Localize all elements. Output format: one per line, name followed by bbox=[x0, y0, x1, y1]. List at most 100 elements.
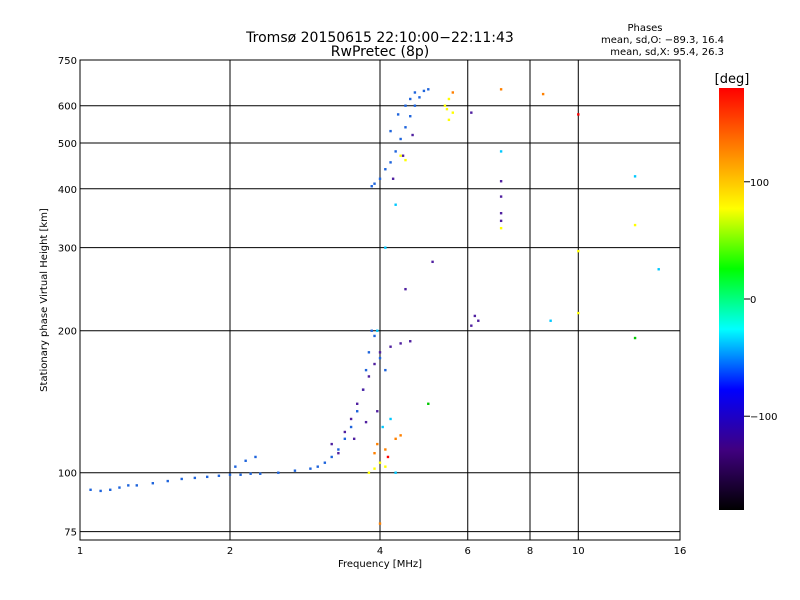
data-point bbox=[633, 223, 637, 227]
data-point bbox=[330, 455, 333, 459]
data-point bbox=[293, 469, 297, 472]
x-tick-label: 6 bbox=[465, 546, 471, 557]
data-point bbox=[633, 175, 637, 178]
data-point bbox=[373, 467, 376, 470]
phases-stats-o: mean, sd,O: −89.3, 16.4 bbox=[601, 35, 724, 46]
data-point bbox=[499, 195, 503, 198]
x-axis-label: Frequency [MHz] bbox=[338, 559, 422, 570]
colorbar bbox=[719, 88, 744, 510]
x-tick-label: 4 bbox=[377, 546, 383, 557]
data-point bbox=[549, 319, 552, 322]
data-point bbox=[451, 91, 455, 94]
data-point bbox=[370, 185, 373, 188]
data-point bbox=[277, 471, 280, 474]
data-point bbox=[409, 115, 412, 118]
data-point bbox=[427, 402, 430, 405]
y-tick-label: 600 bbox=[58, 102, 77, 113]
colorbar-tick-label: 0 bbox=[750, 295, 756, 306]
data-point bbox=[399, 137, 402, 141]
data-point bbox=[473, 314, 477, 318]
colorbar-label: [deg] bbox=[715, 72, 750, 87]
data-point bbox=[451, 111, 455, 114]
data-point bbox=[337, 451, 340, 455]
y-tick-label: 75 bbox=[64, 528, 77, 539]
data-point bbox=[254, 455, 257, 459]
data-point bbox=[234, 465, 237, 468]
data-point bbox=[352, 437, 356, 441]
data-point bbox=[373, 362, 376, 366]
data-point bbox=[470, 111, 473, 114]
data-point bbox=[499, 88, 503, 91]
data-point bbox=[316, 465, 319, 468]
data-point bbox=[180, 477, 183, 481]
data-point bbox=[413, 91, 417, 94]
y-tick-label: 400 bbox=[58, 185, 77, 196]
data-point bbox=[422, 89, 426, 93]
data-point bbox=[404, 104, 407, 107]
data-point bbox=[399, 342, 402, 345]
data-point bbox=[376, 329, 379, 332]
data-point bbox=[373, 451, 376, 455]
data-point bbox=[394, 437, 397, 441]
data-point bbox=[364, 420, 368, 424]
data-point bbox=[376, 442, 379, 446]
data-point bbox=[355, 410, 359, 413]
data-point bbox=[413, 104, 417, 107]
data-point bbox=[443, 104, 447, 107]
data-point bbox=[378, 356, 382, 360]
data-point bbox=[355, 402, 359, 405]
data-point bbox=[401, 154, 405, 157]
data-point bbox=[349, 425, 353, 429]
data-point bbox=[367, 375, 371, 378]
x-tick-label: 2 bbox=[227, 546, 233, 557]
data-point bbox=[499, 219, 503, 223]
data-point bbox=[633, 336, 637, 340]
data-point bbox=[367, 351, 371, 354]
data-point bbox=[389, 129, 392, 133]
data-point bbox=[151, 482, 155, 485]
data-point bbox=[109, 488, 112, 491]
colorbar-tick-label: −100 bbox=[750, 412, 777, 423]
data-point bbox=[373, 334, 376, 338]
y-tick-label: 100 bbox=[58, 469, 77, 480]
x-axis-ticks: 1 2 4 6 8 10 16 bbox=[77, 546, 687, 557]
data-point bbox=[228, 473, 232, 476]
data-point bbox=[386, 455, 390, 459]
data-point bbox=[364, 368, 368, 372]
data-point bbox=[378, 177, 382, 180]
data-point bbox=[409, 97, 412, 101]
data-point bbox=[384, 448, 387, 451]
data-point bbox=[127, 484, 130, 487]
y-axis-ticks: 75 100 200 300 400 500 600 750 bbox=[58, 56, 77, 539]
data-point bbox=[249, 472, 252, 475]
grid-lines bbox=[80, 59, 680, 540]
data-point bbox=[384, 246, 387, 249]
chart-subtitle: RwPretec (8p) bbox=[331, 44, 429, 60]
data-point bbox=[499, 180, 503, 183]
data-point bbox=[89, 488, 92, 491]
y-tick-label: 200 bbox=[58, 327, 77, 338]
x-tick-label: 8 bbox=[527, 546, 533, 557]
data-point bbox=[389, 417, 392, 421]
data-point bbox=[418, 96, 421, 99]
data-point bbox=[373, 182, 376, 185]
data-point bbox=[404, 126, 407, 129]
data-point bbox=[541, 92, 545, 96]
y-tick-label: 750 bbox=[58, 56, 77, 67]
data-point bbox=[343, 430, 347, 434]
y-tick-label: 500 bbox=[58, 139, 77, 150]
data-point bbox=[99, 489, 102, 493]
data-point bbox=[404, 158, 407, 162]
data-point bbox=[577, 113, 580, 116]
data-point bbox=[394, 150, 397, 153]
data-point bbox=[577, 249, 580, 253]
data-point bbox=[396, 113, 400, 116]
data-point bbox=[399, 434, 402, 437]
data-point bbox=[394, 471, 397, 474]
data-point bbox=[447, 118, 451, 122]
data-point bbox=[378, 351, 382, 354]
data-point bbox=[135, 484, 138, 487]
data-point bbox=[445, 107, 449, 111]
data-point bbox=[657, 268, 660, 271]
